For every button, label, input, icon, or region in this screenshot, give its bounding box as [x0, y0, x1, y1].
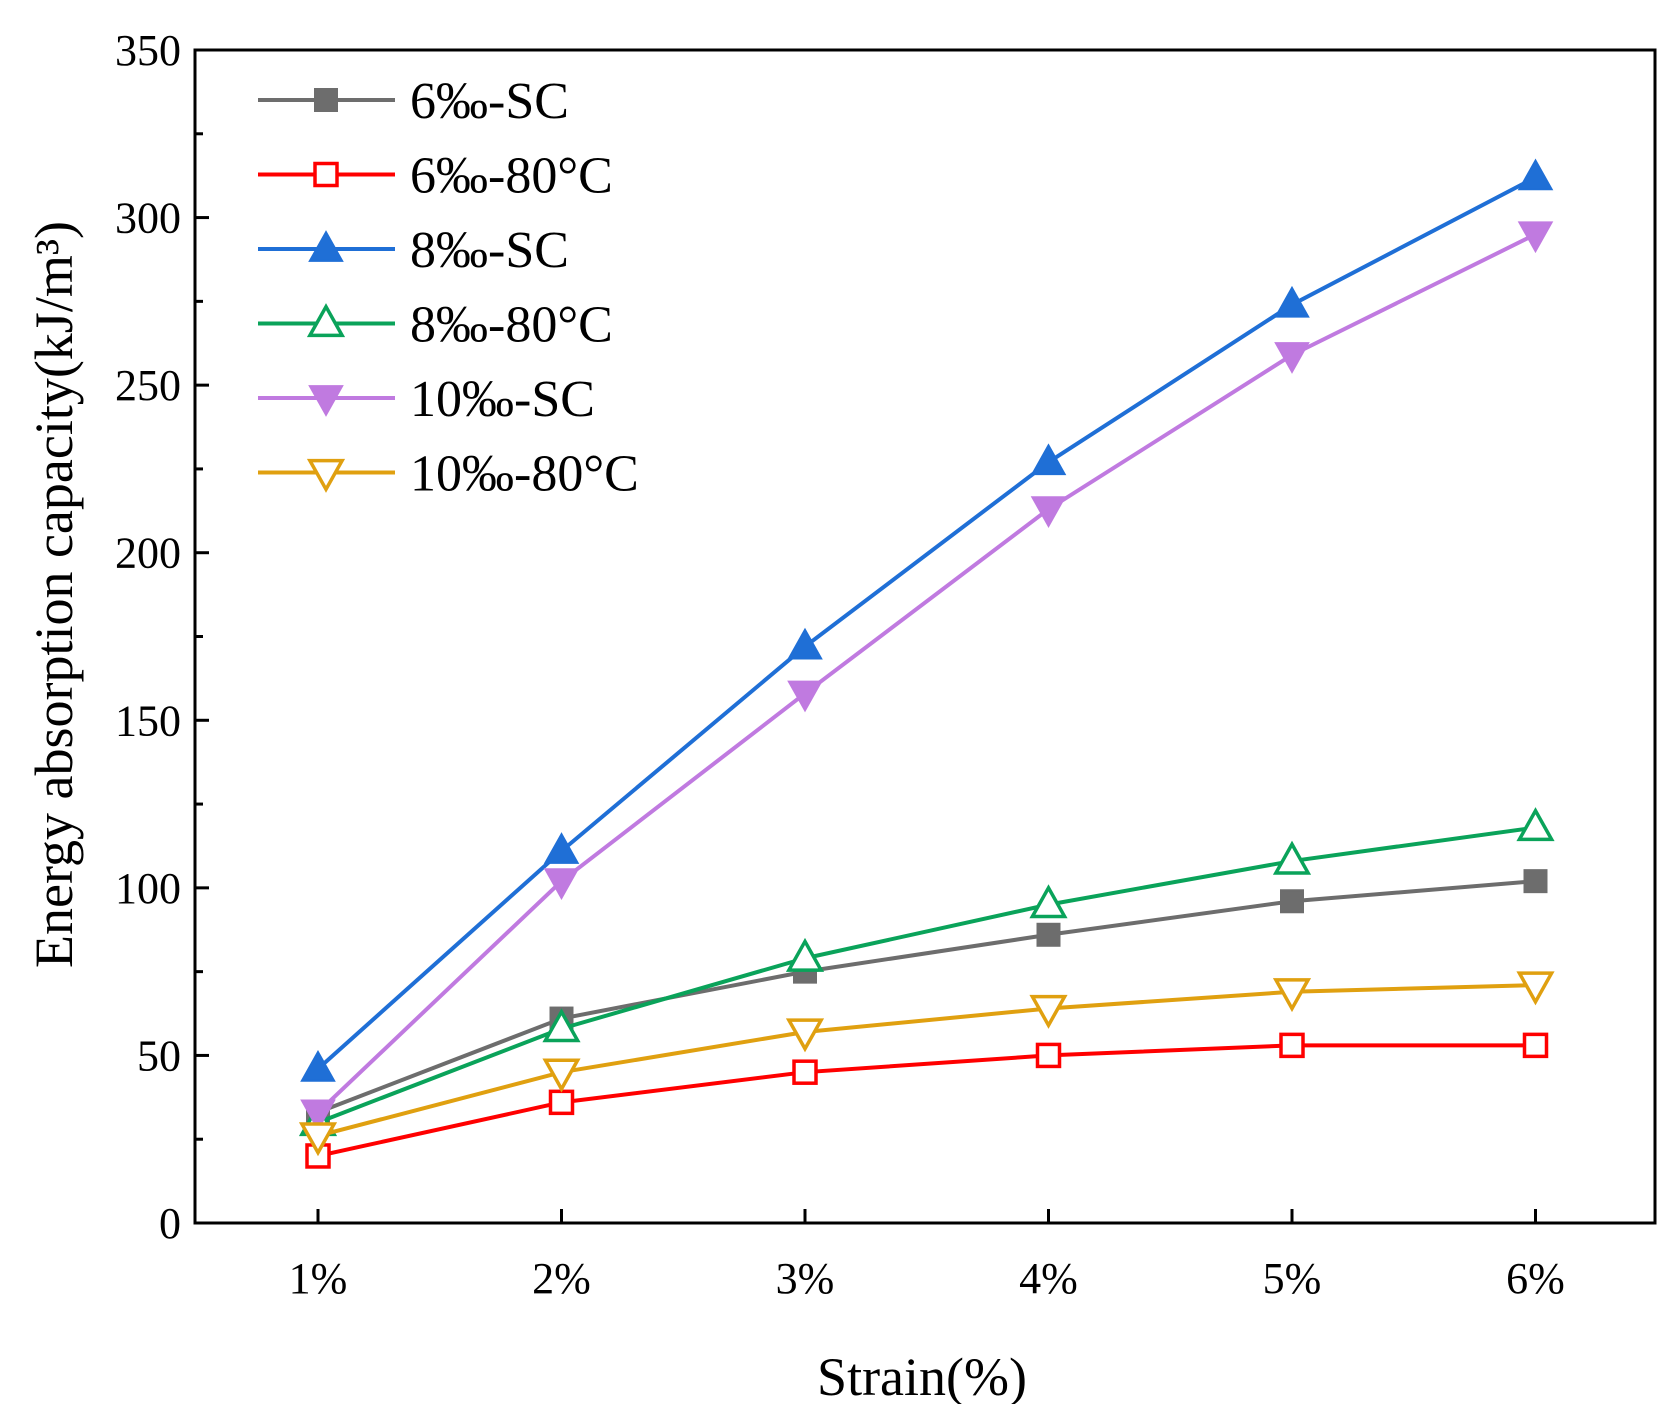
legend: 6‰-SC 6‰-80°C 8‰-SC 8‰-80°C 10‰-SC 10‰-80°C — [258, 73, 639, 503]
data-point — [1517, 221, 1554, 254]
data-point — [1274, 285, 1310, 318]
data-point — [1030, 496, 1067, 528]
y-tick-label: 50 — [137, 1031, 181, 1080]
data-point — [548, 1089, 575, 1116]
legend-marker — [308, 385, 344, 417]
legend-marker — [313, 161, 339, 188]
data-point — [1516, 971, 1555, 1006]
series-0 — [306, 869, 1548, 1125]
data-point — [1279, 1032, 1305, 1059]
data-point — [543, 832, 580, 864]
y-tick-label: 0 — [159, 1199, 181, 1248]
y-tick-label: 100 — [115, 864, 181, 913]
x-tick-label: 3% — [776, 1254, 835, 1303]
data-point — [785, 937, 825, 972]
data-point — [1036, 922, 1061, 947]
y-tick-label: 200 — [115, 529, 181, 578]
x-tick-label: 4% — [1019, 1254, 1078, 1303]
data-point — [1517, 158, 1554, 191]
y-tick-label: 150 — [115, 696, 181, 745]
data-point — [785, 1018, 825, 1053]
series-3 — [298, 807, 1555, 1137]
x-tick-label: 5% — [1263, 1254, 1322, 1303]
legend-label: 10‰-SC — [410, 371, 595, 428]
x-tick-label: 2% — [532, 1254, 591, 1303]
data-point — [1523, 869, 1548, 894]
data-point — [1035, 1042, 1062, 1069]
data-point — [787, 680, 823, 713]
legend-marker — [308, 230, 344, 262]
legend-marker — [306, 458, 346, 493]
legend-marker — [306, 303, 346, 338]
legend-label: 8‰-80°C — [410, 297, 613, 354]
series-line — [317, 1043, 1536, 1158]
data-point — [543, 868, 580, 900]
y-tick-label: 350 — [115, 26, 181, 75]
y-tick-label: 300 — [115, 194, 181, 243]
data-point — [1522, 1032, 1549, 1059]
series-5 — [298, 971, 1555, 1157]
series-line — [316, 175, 1537, 1071]
legend-label: 6‰-80°C — [410, 148, 613, 205]
data-point — [1272, 840, 1312, 875]
data-point — [787, 627, 823, 660]
data-point — [1029, 994, 1068, 1029]
series-2 — [300, 158, 1554, 1082]
legend-marker — [314, 88, 338, 112]
data-point — [1272, 978, 1312, 1013]
legend-label: 8‰-SC — [410, 222, 569, 279]
y-axis-title: Energy absorption capacity(kJ/m³) — [24, 221, 84, 968]
data-point — [1030, 443, 1067, 476]
data-point — [542, 1008, 581, 1043]
series-line — [316, 232, 1537, 1114]
data-point — [298, 1122, 338, 1157]
series-line — [317, 879, 1536, 1115]
data-point — [542, 1058, 581, 1093]
data-point — [1274, 342, 1310, 374]
data-point — [1516, 807, 1555, 842]
legend-label: 10‰-80°C — [410, 446, 639, 503]
data-point — [792, 1059, 818, 1085]
x-tick-label: 6% — [1506, 1254, 1565, 1303]
data-point — [300, 1099, 336, 1132]
series-4 — [300, 221, 1554, 1132]
x-tick-label: 1% — [289, 1254, 348, 1303]
data-point — [300, 1049, 336, 1082]
data-point — [1280, 889, 1304, 914]
x-axis-title: Strain(%) — [817, 1347, 1027, 1404]
series-line — [317, 825, 1536, 1125]
legend-label: 6‰-SC — [410, 73, 569, 130]
y-tick-label: 250 — [115, 361, 181, 410]
data-point — [1029, 884, 1068, 919]
series-line — [317, 983, 1536, 1138]
